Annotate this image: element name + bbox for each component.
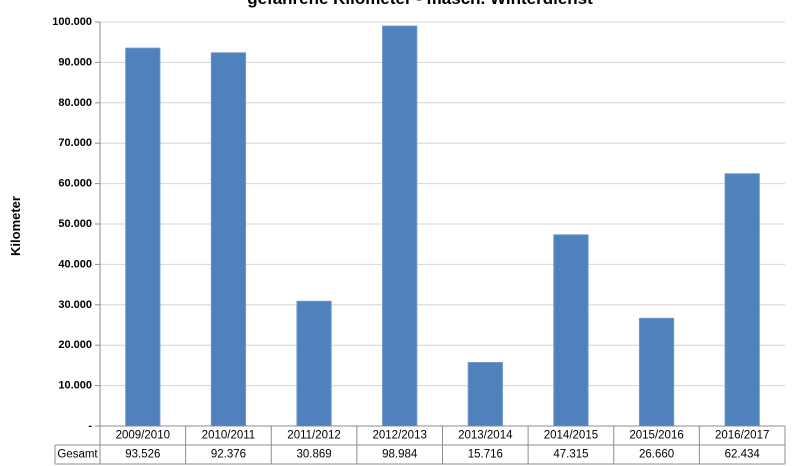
bar xyxy=(467,362,503,427)
y-tick-label: 100.000 xyxy=(52,16,92,28)
table-value: 98.984 xyxy=(382,449,418,461)
x-category-label: 2012/2013 xyxy=(373,430,427,442)
x-category-label: 2011/2012 xyxy=(287,430,341,442)
x-category-label: 2014/2015 xyxy=(544,430,598,442)
data-table: Gesamt 2009/2010 93.526 2010/2011 92.376 2011… xyxy=(54,425,786,465)
gridlines xyxy=(100,21,785,387)
y-tick-label: 10.000 xyxy=(58,380,92,392)
y-tick-label: 30.000 xyxy=(58,299,92,311)
table-value: 26.660 xyxy=(639,449,674,461)
x-category-label: 2010/2011 xyxy=(202,430,256,442)
table-value: 93.526 xyxy=(125,449,160,461)
bar xyxy=(210,52,247,427)
x-category-label: 2013/2014 xyxy=(458,430,513,442)
y-tick-label: - xyxy=(88,420,92,432)
table-value: 92.376 xyxy=(211,449,246,461)
bar xyxy=(724,173,760,427)
bar xyxy=(638,317,675,427)
y-tick-label: 90.000 xyxy=(58,56,92,68)
y-tick-label: 20.000 xyxy=(58,339,92,351)
y-tick-label: 40.000 xyxy=(58,258,92,270)
bar xyxy=(382,25,418,427)
y-axis-label: Kilometer xyxy=(8,196,23,256)
x-category-label: 2009/2010 xyxy=(116,430,170,442)
table-row-label: Gesamt xyxy=(57,449,98,461)
bar xyxy=(296,300,332,427)
table-value: 62.434 xyxy=(725,449,761,461)
chart-title: gefahrene Kilometer - masch. Winterdiens… xyxy=(247,0,593,8)
table-value: 30.869 xyxy=(296,449,331,461)
y-axis-ticks: - 10.000 20.000 30.000 40.000 50.000 60.000 70.… xyxy=(52,16,101,432)
table-value: 47.315 xyxy=(553,449,588,461)
x-category-label: 2015/2016 xyxy=(629,430,683,442)
bars xyxy=(125,25,760,427)
y-tick-label: 50.000 xyxy=(58,218,92,230)
y-tick-label: 60.000 xyxy=(58,178,92,190)
x-category-label: 2016/2017 xyxy=(715,430,769,442)
bar xyxy=(125,47,161,427)
bar xyxy=(553,234,589,427)
y-tick-label: 70.000 xyxy=(58,137,92,149)
y-tick-label: 80.000 xyxy=(58,97,92,109)
table-value: 15.716 xyxy=(468,449,503,461)
